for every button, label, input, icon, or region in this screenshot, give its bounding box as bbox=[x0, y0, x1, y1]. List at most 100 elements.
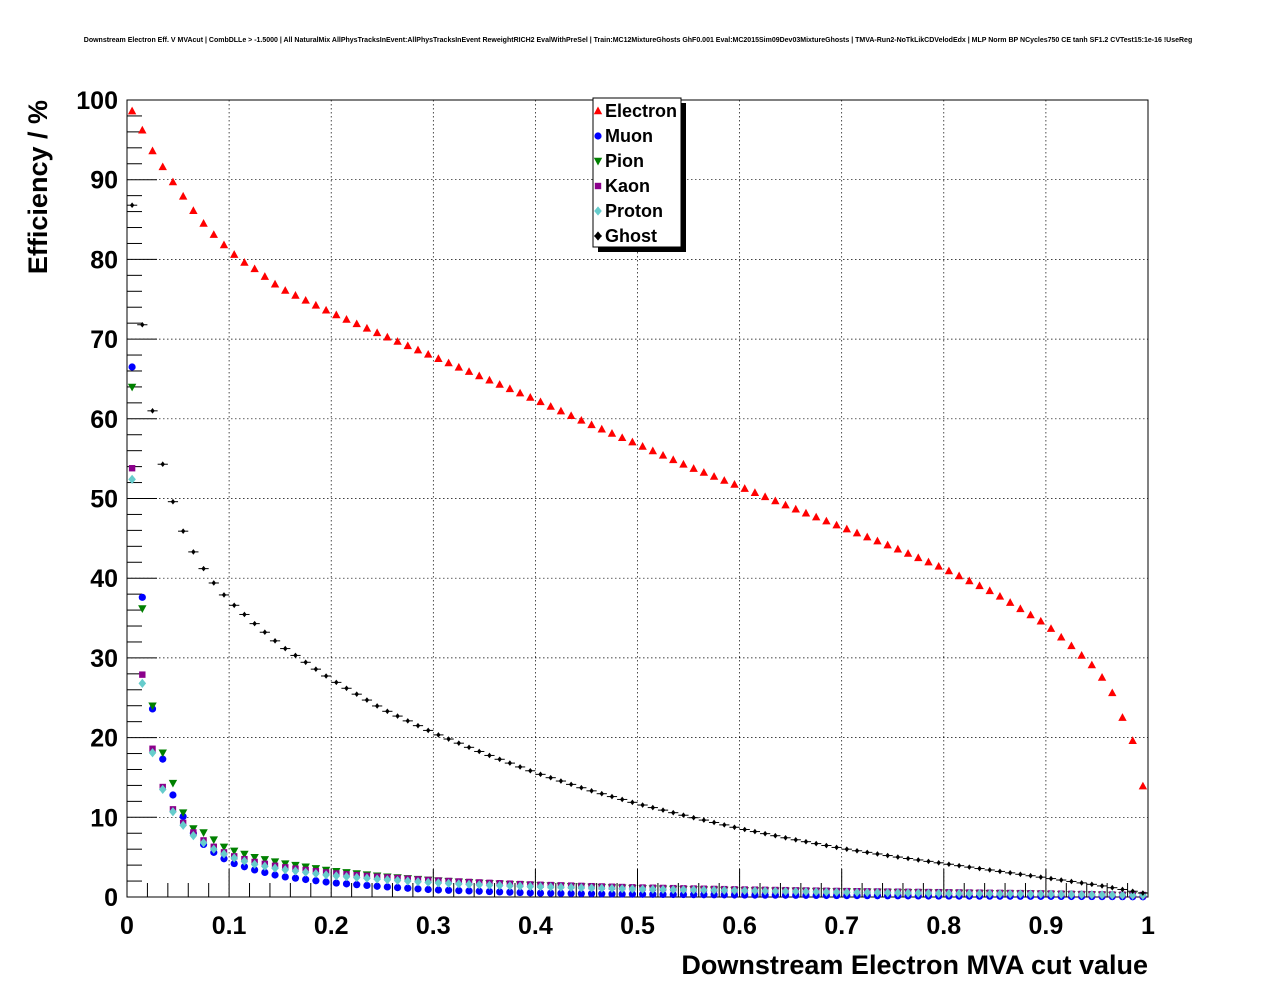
y-tick-label: 20 bbox=[90, 725, 118, 753]
data-point bbox=[354, 691, 359, 697]
data-point bbox=[648, 446, 658, 455]
data-point bbox=[1028, 872, 1033, 879]
data-point bbox=[903, 549, 913, 557]
data-point bbox=[342, 314, 351, 323]
data-point bbox=[546, 402, 555, 410]
data-point bbox=[904, 888, 912, 898]
x-tick-label: 0.3 bbox=[416, 912, 451, 940]
data-point bbox=[423, 349, 433, 358]
data-point bbox=[1057, 889, 1066, 899]
data-point bbox=[914, 888, 923, 898]
data-point bbox=[934, 888, 943, 898]
legend-label: Muon bbox=[605, 126, 653, 146]
data-point bbox=[281, 865, 290, 875]
data-point bbox=[455, 879, 463, 889]
data-point bbox=[454, 362, 464, 371]
data-point bbox=[812, 887, 820, 897]
data-point bbox=[528, 767, 533, 774]
data-point bbox=[587, 890, 596, 898]
data-point bbox=[240, 258, 249, 266]
data-point bbox=[669, 884, 678, 895]
data-point bbox=[189, 831, 198, 841]
data-point bbox=[985, 586, 994, 595]
data-point bbox=[201, 565, 206, 572]
data-point bbox=[168, 177, 178, 186]
x-tick-label: 1 bbox=[1141, 912, 1155, 940]
data-point bbox=[128, 465, 136, 472]
data-point bbox=[905, 855, 911, 862]
data-point bbox=[344, 685, 349, 692]
data-point bbox=[617, 433, 627, 442]
data-point bbox=[321, 305, 331, 314]
data-point bbox=[364, 697, 370, 703]
data-point bbox=[262, 629, 268, 636]
data-point bbox=[211, 580, 216, 586]
x-tick-label: 0.7 bbox=[824, 912, 859, 940]
data-point bbox=[934, 561, 943, 570]
series-proton bbox=[128, 474, 1147, 901]
data-point bbox=[987, 867, 992, 873]
data-point bbox=[1077, 651, 1086, 659]
data-point bbox=[720, 885, 729, 895]
data-point bbox=[997, 868, 1003, 875]
data-point bbox=[995, 591, 1005, 600]
data-point bbox=[189, 206, 198, 214]
data-point bbox=[342, 880, 351, 888]
data-point bbox=[465, 887, 473, 895]
data-point bbox=[526, 889, 534, 897]
data-point bbox=[689, 464, 698, 472]
y-tick-labels: 0 10 20 30 40 50 60 70 80 90 100 bbox=[76, 87, 118, 912]
data-point bbox=[1128, 890, 1137, 900]
data-point bbox=[720, 476, 729, 484]
y-tick-label: 50 bbox=[90, 486, 118, 514]
data-point bbox=[567, 882, 575, 893]
data-point bbox=[159, 755, 167, 763]
data-point bbox=[434, 878, 443, 888]
data-point bbox=[977, 865, 982, 872]
data-point bbox=[681, 812, 686, 819]
data-point bbox=[332, 879, 340, 887]
data-point bbox=[374, 703, 380, 709]
data-point bbox=[138, 593, 146, 601]
data-point bbox=[608, 890, 616, 898]
data-point bbox=[281, 286, 290, 294]
legend: Electron Muon Pion Kaon Proton Ghost bbox=[592, 97, 686, 252]
x-tick-label: 0.5 bbox=[620, 912, 655, 940]
data-point bbox=[944, 566, 954, 575]
data-point bbox=[242, 611, 247, 618]
data-point bbox=[589, 788, 594, 794]
data-point bbox=[854, 847, 860, 854]
data-point bbox=[1108, 688, 1117, 697]
data-point bbox=[383, 875, 392, 885]
series-ghost bbox=[127, 202, 1148, 896]
data-point bbox=[158, 162, 167, 171]
legend-marker bbox=[593, 157, 603, 166]
data-point bbox=[434, 886, 443, 894]
data-point bbox=[1026, 610, 1035, 619]
data-point bbox=[138, 125, 147, 134]
data-point bbox=[740, 484, 749, 492]
data-point bbox=[945, 888, 953, 899]
data-point bbox=[232, 602, 237, 609]
data-point bbox=[822, 887, 831, 897]
y-tick-label: 30 bbox=[90, 645, 118, 673]
data-point bbox=[669, 890, 677, 899]
data-point bbox=[690, 891, 698, 899]
data-point bbox=[495, 380, 504, 388]
data-point bbox=[150, 408, 155, 414]
data-point bbox=[1067, 889, 1076, 900]
data-point bbox=[517, 764, 523, 770]
data-point bbox=[730, 885, 739, 896]
data-point bbox=[965, 889, 974, 899]
data-point bbox=[466, 744, 472, 751]
data-point bbox=[405, 718, 410, 724]
data-point bbox=[649, 884, 657, 894]
data-point bbox=[924, 557, 933, 566]
data-point bbox=[353, 881, 361, 889]
data-point bbox=[599, 790, 604, 797]
data-point bbox=[1097, 673, 1107, 681]
data-point bbox=[393, 883, 402, 892]
data-point bbox=[332, 310, 341, 319]
data-point bbox=[771, 496, 780, 505]
